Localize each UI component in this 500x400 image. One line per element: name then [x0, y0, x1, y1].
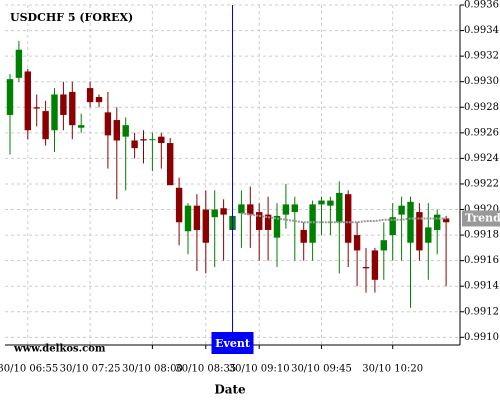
candle-body [238, 204, 245, 214]
x-tick-label: 30/10 08:00 [122, 364, 183, 375]
y-tick-label: 0.9936 [464, 0, 499, 11]
trend-label: Trend [465, 211, 500, 224]
candle-body [149, 139, 156, 141]
candle-body [202, 209, 209, 243]
candle-body [95, 97, 103, 103]
candle-body [336, 192, 343, 223]
candle-body [434, 214, 441, 230]
x-tick-label: 30/10 09:45 [291, 364, 352, 375]
candle-body [193, 205, 201, 230]
candle-body [318, 200, 325, 205]
candle-body [256, 212, 263, 230]
candle-body [425, 227, 432, 243]
y-tick-label: 0.9926 [464, 127, 499, 138]
candle-body [42, 111, 49, 140]
candle-body [442, 218, 450, 223]
event-box [211, 332, 254, 354]
candle-body [362, 267, 370, 269]
candle-body [345, 194, 352, 243]
candle-body [113, 120, 120, 141]
candle-body [371, 250, 379, 280]
trend-label-box [462, 210, 500, 227]
candle-body [24, 71, 31, 131]
candle-body [353, 235, 361, 251]
candle-body [33, 107, 40, 109]
candle-body [389, 217, 396, 236]
x-axis-label: Date [214, 383, 246, 397]
y-tick-label: 0.9928 [464, 102, 499, 113]
candle-body [78, 125, 85, 128]
candle-body [175, 187, 183, 223]
candle-body [6, 79, 14, 115]
y-tick-label: 0.9934 [464, 25, 499, 36]
x-tick-label: 30/10 09:10 [229, 364, 290, 375]
watermark: www.delkos.com [13, 344, 106, 355]
candle-body [167, 143, 174, 186]
y-tick-label: 0.9912 [464, 306, 499, 317]
x-tick-label: 30/10 06:55 [0, 364, 58, 375]
candle-body [416, 212, 423, 251]
candle-body [211, 209, 218, 218]
candle-body [104, 112, 112, 136]
x-tick-label: 30/10 07:25 [60, 364, 121, 375]
candle-body [220, 208, 227, 215]
candle-body [131, 140, 138, 149]
y-tick-label: 0.9924 [464, 153, 499, 164]
candle-body [60, 94, 67, 115]
candle-body [264, 214, 272, 230]
candle-body [300, 229, 307, 243]
y-tick-label: 0.9930 [464, 76, 499, 87]
candle-body [282, 204, 290, 215]
y-tick-label: 0.9914 [464, 281, 499, 292]
x-tick-label: 30/10 10:20 [362, 364, 423, 375]
candle-body [122, 125, 129, 137]
candle-body [273, 215, 281, 238]
candle-body [184, 205, 192, 232]
event-label: Event [215, 337, 251, 350]
candle-body [380, 240, 387, 251]
candle-body [140, 139, 147, 141]
y-tick-label: 0.9922 [464, 178, 499, 189]
candle-body [407, 201, 414, 243]
candle-body [158, 136, 165, 144]
candle-body [86, 88, 94, 103]
y-tick-label: 0.9920 [464, 204, 499, 215]
candle-body [69, 91, 76, 126]
candle-body [309, 204, 316, 243]
trend-line [241, 212, 447, 224]
y-tick-label: 0.9932 [464, 51, 499, 62]
candle-body [247, 204, 254, 215]
x-tick-label: 30/10 08:35 [175, 364, 236, 375]
y-tick-label: 0.9916 [464, 255, 499, 266]
candle-body [327, 200, 334, 206]
y-tick-label: 0.9918 [464, 230, 499, 241]
candle-body [51, 94, 58, 131]
candle-body [398, 205, 405, 215]
chart-title: USDCHF 5 (FOREX) [10, 11, 133, 24]
y-tick-label: 0.9910 [464, 332, 499, 343]
candle-body [15, 49, 23, 78]
candle-body [291, 204, 298, 213]
